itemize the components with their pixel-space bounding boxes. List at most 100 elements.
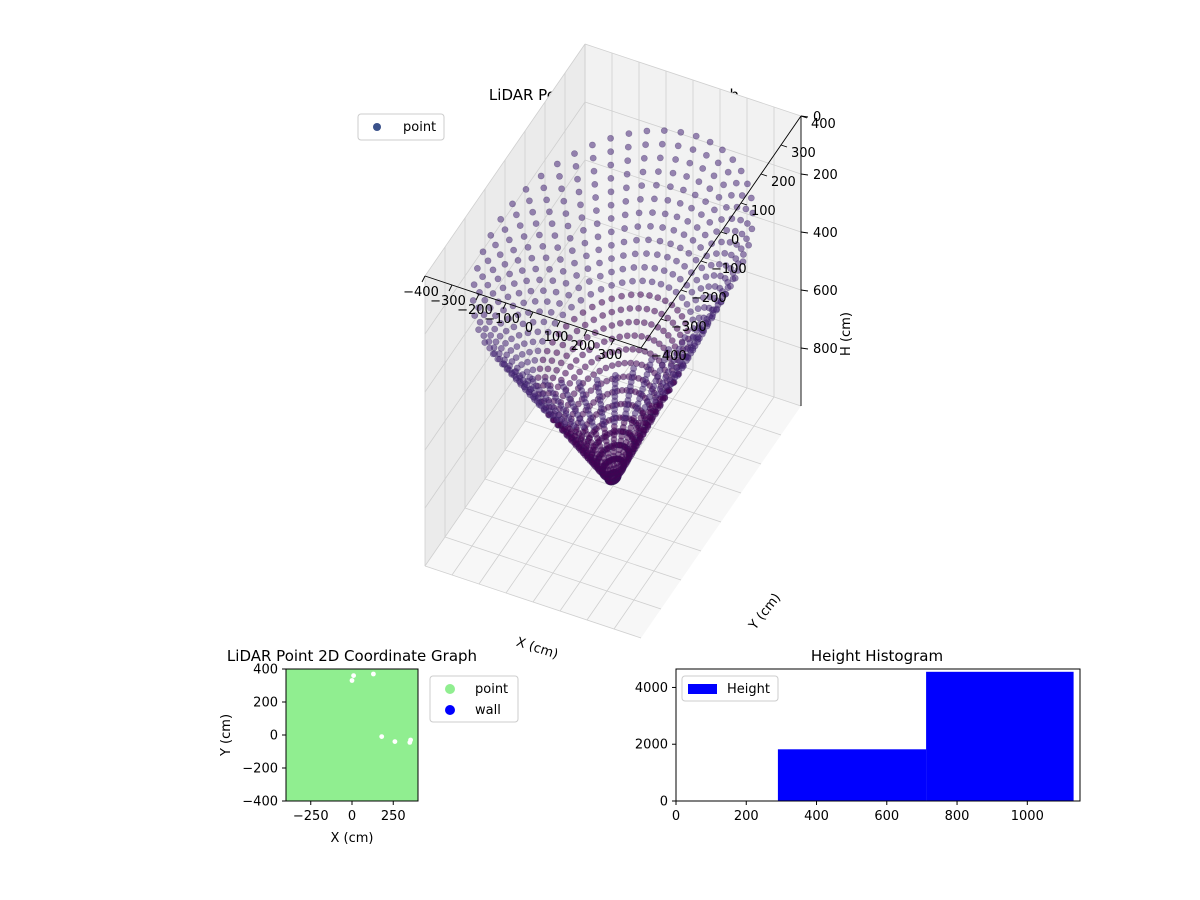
chart3d-point xyxy=(745,241,752,249)
chart3d-point xyxy=(696,320,704,328)
chart3d-point xyxy=(485,318,493,326)
chart2d-y-tick-label: 0 xyxy=(270,729,278,744)
chart3d-point xyxy=(559,341,567,349)
chart3d-y-tick xyxy=(720,231,728,235)
chart3d-point xyxy=(700,294,707,302)
chart3d-point xyxy=(473,264,481,272)
chart3d-x-tick-label: −100 xyxy=(484,312,520,327)
chart2d-gap xyxy=(379,734,385,739)
chart3d-point xyxy=(689,236,697,244)
chart3d-point xyxy=(574,175,581,183)
chart3d-point xyxy=(662,374,669,381)
chart3d-point xyxy=(526,197,533,205)
chart3d-point xyxy=(489,266,497,274)
chart3d-point xyxy=(648,321,655,328)
chart3d-point xyxy=(664,368,672,376)
chart3d-x-tick xyxy=(529,311,534,319)
chart3d-point xyxy=(504,364,512,372)
chart3d-z-tick xyxy=(800,347,809,350)
chart3d-point xyxy=(723,226,731,234)
chart3d-point xyxy=(479,248,487,256)
chart3d-point xyxy=(518,361,525,369)
chart3d-point xyxy=(732,179,740,187)
chart3d-point xyxy=(673,325,681,332)
chart3d-point xyxy=(633,318,641,326)
chart3d-point xyxy=(630,264,638,271)
chart3d-point xyxy=(558,415,566,423)
chart3d-point xyxy=(702,273,710,281)
chart3d-point xyxy=(607,228,615,236)
chart3d-point xyxy=(740,251,747,258)
chart3d-point xyxy=(673,351,680,359)
chart3d-point xyxy=(733,241,740,248)
chart3d-point xyxy=(559,311,567,319)
chart3d-point xyxy=(667,362,675,370)
chart3d-point xyxy=(713,228,720,235)
chart3d-z-tick xyxy=(800,231,809,234)
chart3d-point xyxy=(594,233,602,241)
chart3d-point xyxy=(683,173,690,180)
chart3d-point xyxy=(539,337,546,345)
chart3d-y-tick-label: 200 xyxy=(771,175,796,190)
chart3d-z-tick-label: 0 xyxy=(813,110,821,125)
chart3d-point xyxy=(689,316,697,324)
chart3d-y-label: Y (cm) xyxy=(746,591,784,634)
chart3d-point xyxy=(631,332,639,339)
chart3d-point xyxy=(667,240,674,248)
chart3d-gridline-z xyxy=(584,43,802,117)
chart3d-point xyxy=(566,234,574,242)
chart3d-point xyxy=(669,169,677,177)
chart3d-point xyxy=(531,390,538,397)
chart2d-ticks: −250 0 250 −400 −200 0 200 400 xyxy=(242,663,405,825)
chart3d-point xyxy=(571,150,578,157)
histogram-bar xyxy=(777,749,927,801)
chart3d-point xyxy=(621,211,629,219)
chart3d-point xyxy=(682,319,689,327)
chart3d-point xyxy=(703,151,710,159)
chart3d-point xyxy=(542,394,550,402)
chart3d-x-tick xyxy=(502,302,507,310)
chart3d-point xyxy=(715,260,723,268)
chart3d-point xyxy=(676,244,684,252)
chart3d-point xyxy=(469,297,477,304)
chart3d-point xyxy=(691,191,699,199)
chart3d-point xyxy=(737,167,745,175)
chart3d-legend-label: point xyxy=(403,120,436,135)
chart3d-point xyxy=(536,231,543,239)
chart3d-point xyxy=(554,244,562,251)
chart3d-point xyxy=(749,209,757,217)
chart3d-point xyxy=(595,246,603,254)
chart3d-point xyxy=(548,220,556,228)
chart3d-point xyxy=(648,402,656,410)
chart3d-point xyxy=(707,261,715,269)
chart3d-point xyxy=(744,180,751,188)
chart2d-gap xyxy=(349,678,355,683)
chart3d-point xyxy=(529,378,537,385)
chart3d-point xyxy=(718,216,725,223)
chart3d-point xyxy=(593,341,601,349)
chart3d-point xyxy=(612,371,619,379)
chart3d-point xyxy=(620,238,628,246)
chart3d-point xyxy=(657,280,665,288)
chart3d-point xyxy=(496,332,504,340)
chart3d-x-tick-label: 100 xyxy=(544,330,569,345)
chart3d-y-tick-label: 300 xyxy=(791,146,816,161)
chart3d-point xyxy=(643,127,651,135)
chart3d-point xyxy=(524,243,532,251)
chart3d-point xyxy=(685,249,693,257)
histogram-ticks: 0 200 400 600 800 1000 0 2000 4000 xyxy=(635,681,1044,824)
chart3d-point xyxy=(480,311,488,319)
chart3d-point xyxy=(670,356,678,364)
chart3d-point xyxy=(575,188,583,196)
chart3d-point xyxy=(630,365,637,372)
chart3d-point xyxy=(681,334,689,341)
chart3d-gridline-y xyxy=(584,333,802,407)
chart3d-point xyxy=(510,246,517,254)
chart3d-point xyxy=(546,265,553,273)
chart3d-point xyxy=(661,210,669,218)
chart3d-point xyxy=(698,211,705,218)
chart3d-point xyxy=(646,292,653,299)
chart3d-point xyxy=(653,251,661,259)
chart3d-point xyxy=(617,306,625,314)
chart3d-point xyxy=(656,154,664,162)
